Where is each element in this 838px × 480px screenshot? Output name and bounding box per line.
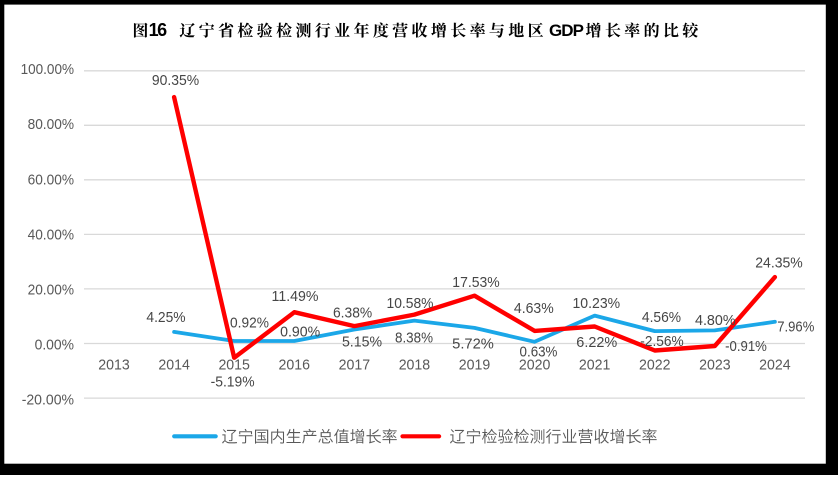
svg-text:10.58%: 10.58% (387, 295, 434, 312)
svg-text:7.96%: 7.96% (777, 318, 814, 335)
svg-text:5.15%: 5.15% (342, 334, 382, 351)
svg-text:0.00%: 0.00% (35, 337, 74, 354)
svg-text:2022: 2022 (639, 356, 671, 373)
svg-text:2017: 2017 (339, 356, 371, 373)
svg-text:20.00%: 20.00% (28, 281, 74, 298)
svg-text:0.92%: 0.92% (230, 314, 269, 331)
svg-text:80.00%: 80.00% (28, 116, 74, 133)
svg-text:2015: 2015 (218, 356, 250, 373)
svg-text:2019: 2019 (459, 356, 491, 373)
svg-text:-5.19%: -5.19% (211, 374, 255, 391)
svg-text:5.72%: 5.72% (452, 335, 494, 352)
svg-text:0.63%: 0.63% (520, 343, 558, 360)
svg-text:8.38%: 8.38% (395, 329, 433, 346)
svg-text:2014: 2014 (158, 356, 190, 373)
svg-text:100.00%: 100.00% (21, 61, 74, 78)
svg-text:-2.56%: -2.56% (640, 333, 683, 350)
svg-text:4.25%: 4.25% (146, 309, 185, 326)
svg-text:6.38%: 6.38% (333, 304, 372, 321)
svg-text:16: 16 (149, 20, 168, 40)
svg-text:2020: 2020 (519, 356, 551, 373)
svg-text:60.00%: 60.00% (28, 171, 74, 188)
svg-text:2024: 2024 (759, 356, 791, 373)
svg-text:4.80%: 4.80% (695, 312, 736, 329)
svg-text:GDP: GDP (549, 21, 584, 40)
svg-text:6.22%: 6.22% (576, 334, 617, 351)
svg-text:11.49%: 11.49% (272, 288, 319, 305)
svg-text:0.90%: 0.90% (280, 324, 320, 341)
svg-text:10.23%: 10.23% (573, 295, 621, 312)
svg-text:-0.91%: -0.91% (725, 338, 767, 355)
svg-text:40.00%: 40.00% (28, 226, 74, 243)
svg-text:2016: 2016 (279, 356, 311, 373)
svg-text:90.35%: 90.35% (152, 72, 199, 89)
svg-text:2021: 2021 (579, 356, 611, 373)
svg-text:17.53%: 17.53% (452, 274, 499, 291)
svg-text:4.56%: 4.56% (642, 309, 681, 326)
svg-text:2023: 2023 (699, 356, 731, 373)
svg-text:-20.00%: -20.00% (22, 392, 74, 409)
svg-text:2013: 2013 (98, 356, 130, 373)
svg-text:4.63%: 4.63% (514, 300, 554, 317)
svg-text:24.35%: 24.35% (755, 255, 803, 272)
svg-text:2018: 2018 (399, 356, 431, 373)
